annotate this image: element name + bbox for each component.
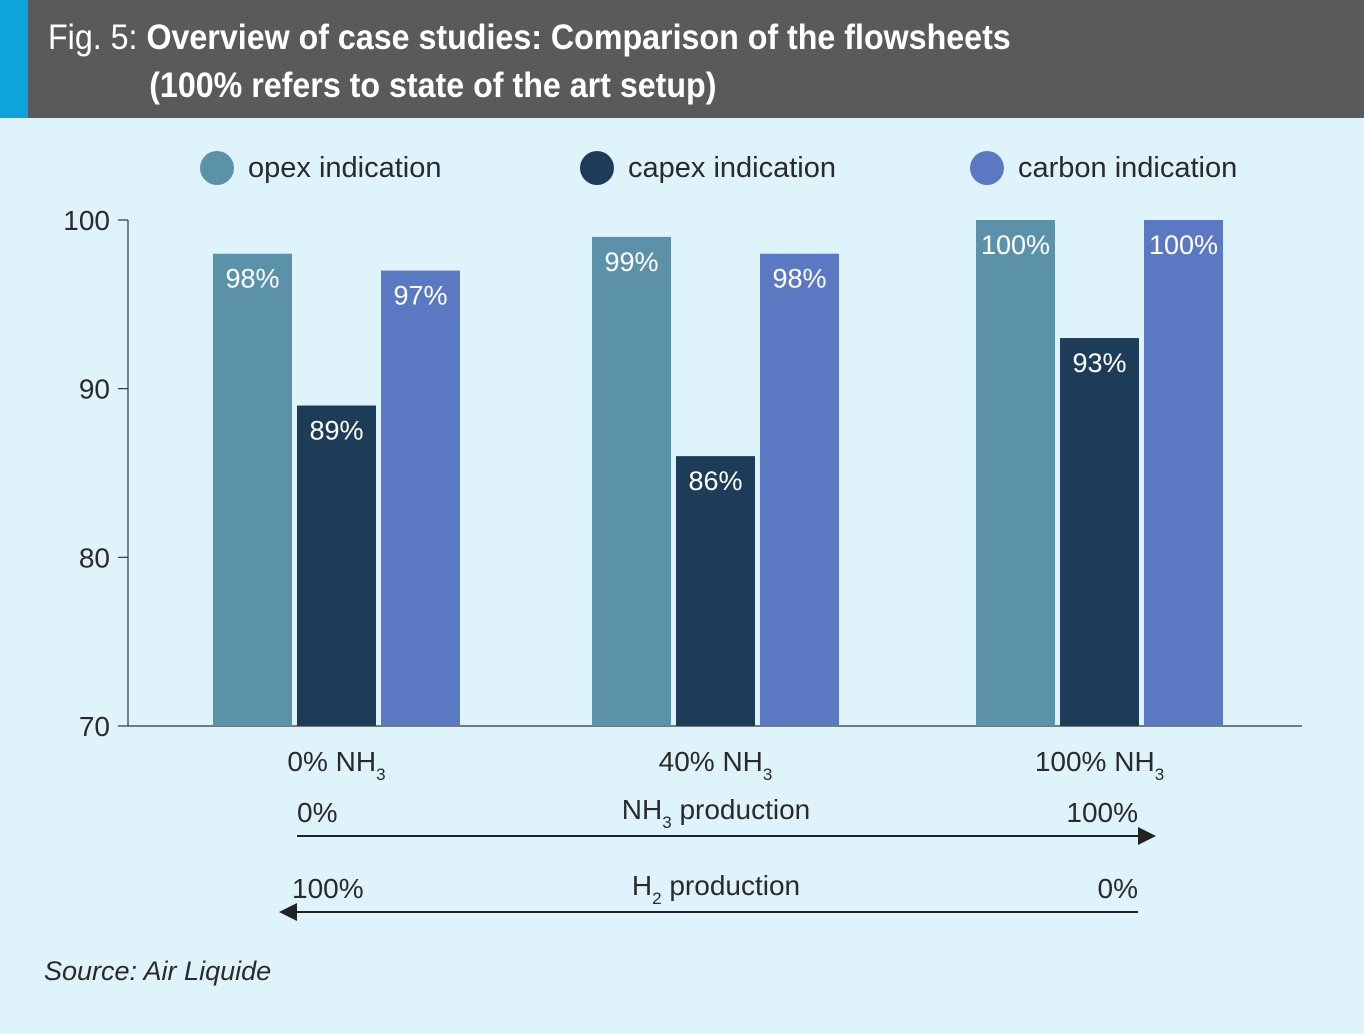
figure-number: Fig. 5: <box>48 18 138 57</box>
bar-carbon-1 <box>760 253 839 726</box>
legend-label-carbon: carbon indication <box>1018 151 1238 184</box>
data-label-opex-1: 99% <box>604 247 658 277</box>
legend-swatch-carbon <box>970 151 1004 185</box>
x-tick-label-2: 100% NH3 <box>1035 746 1164 784</box>
nh3-axis-label: NH3 production <box>622 794 810 832</box>
data-label-opex-0: 98% <box>225 264 279 294</box>
title-text: Overview of case studies: Comparison of … <box>146 18 1011 57</box>
legend-item-carbon: carbon indication <box>970 146 1237 190</box>
h2-right-label: 0% <box>1098 873 1138 904</box>
data-label-capex-1: 86% <box>688 466 742 496</box>
figure-title: Fig. 5: Overview of case studies: Compar… <box>48 14 1235 110</box>
bar-carbon-0 <box>381 270 460 726</box>
y-tick-label-70: 70 <box>79 711 110 742</box>
nh3-arrow-head <box>1138 827 1156 845</box>
y-tick-label-80: 80 <box>79 542 110 573</box>
h2-arrow-head <box>279 903 297 921</box>
accent-bar <box>0 0 28 118</box>
bar-opex-2 <box>976 220 1055 726</box>
figure-header: Fig. 5: Overview of case studies: Compar… <box>0 0 1364 118</box>
source-note: Source: Air Liquide <box>44 956 272 986</box>
data-label-carbon-0: 97% <box>393 281 447 311</box>
nh3-right-label: 100% <box>1066 797 1138 828</box>
bar-capex-0 <box>297 405 376 726</box>
subtitle-text: (100% refers to state of the art setup) <box>149 66 717 105</box>
h2-axis-label: H2 production <box>632 870 800 908</box>
legend: opex indication capex indication carbon … <box>0 146 1364 190</box>
y-tick-label-90: 90 <box>79 374 110 405</box>
bar-carbon-2 <box>1144 220 1223 726</box>
data-label-capex-0: 89% <box>309 416 363 446</box>
bar-opex-1 <box>592 236 671 726</box>
data-label-capex-2: 93% <box>1072 348 1126 378</box>
legend-label-capex: capex indication <box>628 151 836 184</box>
y-tick-label-100: 100 <box>63 205 110 236</box>
data-label-carbon-2: 100% <box>1149 230 1218 260</box>
legend-item-capex: capex indication <box>580 146 836 190</box>
bar-opex-0 <box>213 253 292 726</box>
bar-capex-1 <box>676 456 755 726</box>
legend-swatch-opex <box>200 151 234 185</box>
data-label-opex-2: 100% <box>981 230 1050 260</box>
legend-swatch-capex <box>580 151 614 185</box>
data-label-carbon-1: 98% <box>772 264 826 294</box>
legend-item-opex: opex indication <box>200 146 441 190</box>
bar-capex-2 <box>1060 338 1139 726</box>
x-tick-label-0: 0% NH3 <box>287 746 385 784</box>
nh3-left-label: 0% <box>297 797 337 828</box>
legend-label-opex: opex indication <box>248 151 442 184</box>
x-tick-label-1: 40% NH3 <box>659 746 773 784</box>
h2-left-label: 100% <box>292 873 364 904</box>
